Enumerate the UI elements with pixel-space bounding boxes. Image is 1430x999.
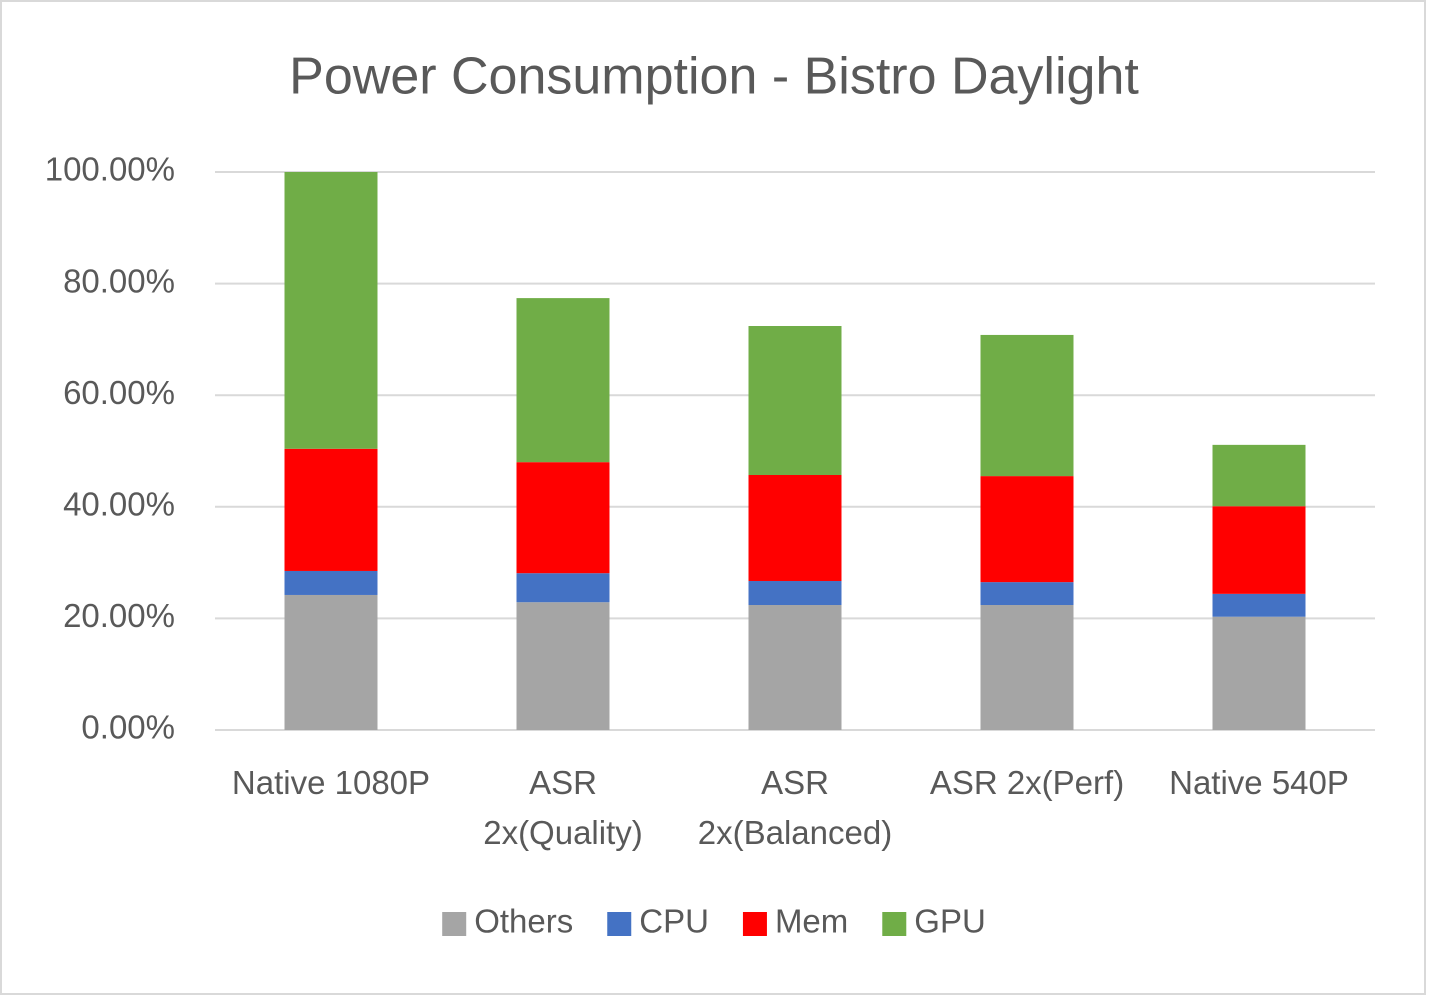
chart-title: Power Consumption - Bistro Daylight [289, 48, 1139, 106]
bar-segment [516, 298, 610, 463]
x-tick-label: ASR 2x(Quality) [483, 764, 643, 851]
legend-label: GPU [914, 903, 986, 940]
legend-swatch [442, 912, 467, 936]
bar-segment [1212, 616, 1306, 730]
x-tick-label: Native 540P [1169, 764, 1349, 801]
y-tick-label: 100.00% [45, 151, 175, 188]
legend-label: Others [474, 903, 573, 940]
legend-label: Mem [775, 903, 848, 940]
x-tick-label: ASR 2x(Balanced) [697, 764, 893, 851]
y-tick-label: 80.00% [63, 262, 175, 299]
bar-segment [516, 602, 610, 730]
bar-segment [980, 476, 1074, 583]
legend-label: CPU [639, 903, 709, 940]
legend-swatch [742, 912, 767, 936]
legend-swatch [882, 912, 907, 936]
y-tick-label: 60.00% [63, 374, 175, 411]
y-tick-label: 40.00% [63, 486, 175, 523]
bar-segment [284, 570, 378, 595]
bar-segment [748, 474, 842, 582]
bar-segment [1212, 506, 1306, 594]
bar-segment [1212, 593, 1306, 617]
bar-segment [516, 573, 610, 603]
bar-segment [748, 581, 842, 606]
bar-segment [980, 582, 1074, 606]
bar-segment [284, 594, 378, 730]
legend-swatch [607, 912, 632, 936]
y-tick-label: 0.00% [81, 709, 175, 746]
bar-segment [748, 326, 842, 475]
bar-segment [980, 334, 1074, 477]
bar-segment [980, 605, 1074, 730]
x-tick-label: ASR 2x(Perf) [929, 764, 1125, 801]
y-tick-label: 20.00% [63, 597, 175, 634]
bar-segment [284, 448, 378, 571]
bar-segment [748, 605, 842, 730]
bar-segment [516, 462, 610, 574]
x-tick-label: Native 1080P [231, 764, 431, 801]
bar-segment [1212, 444, 1306, 507]
bar-segment [284, 172, 378, 449]
